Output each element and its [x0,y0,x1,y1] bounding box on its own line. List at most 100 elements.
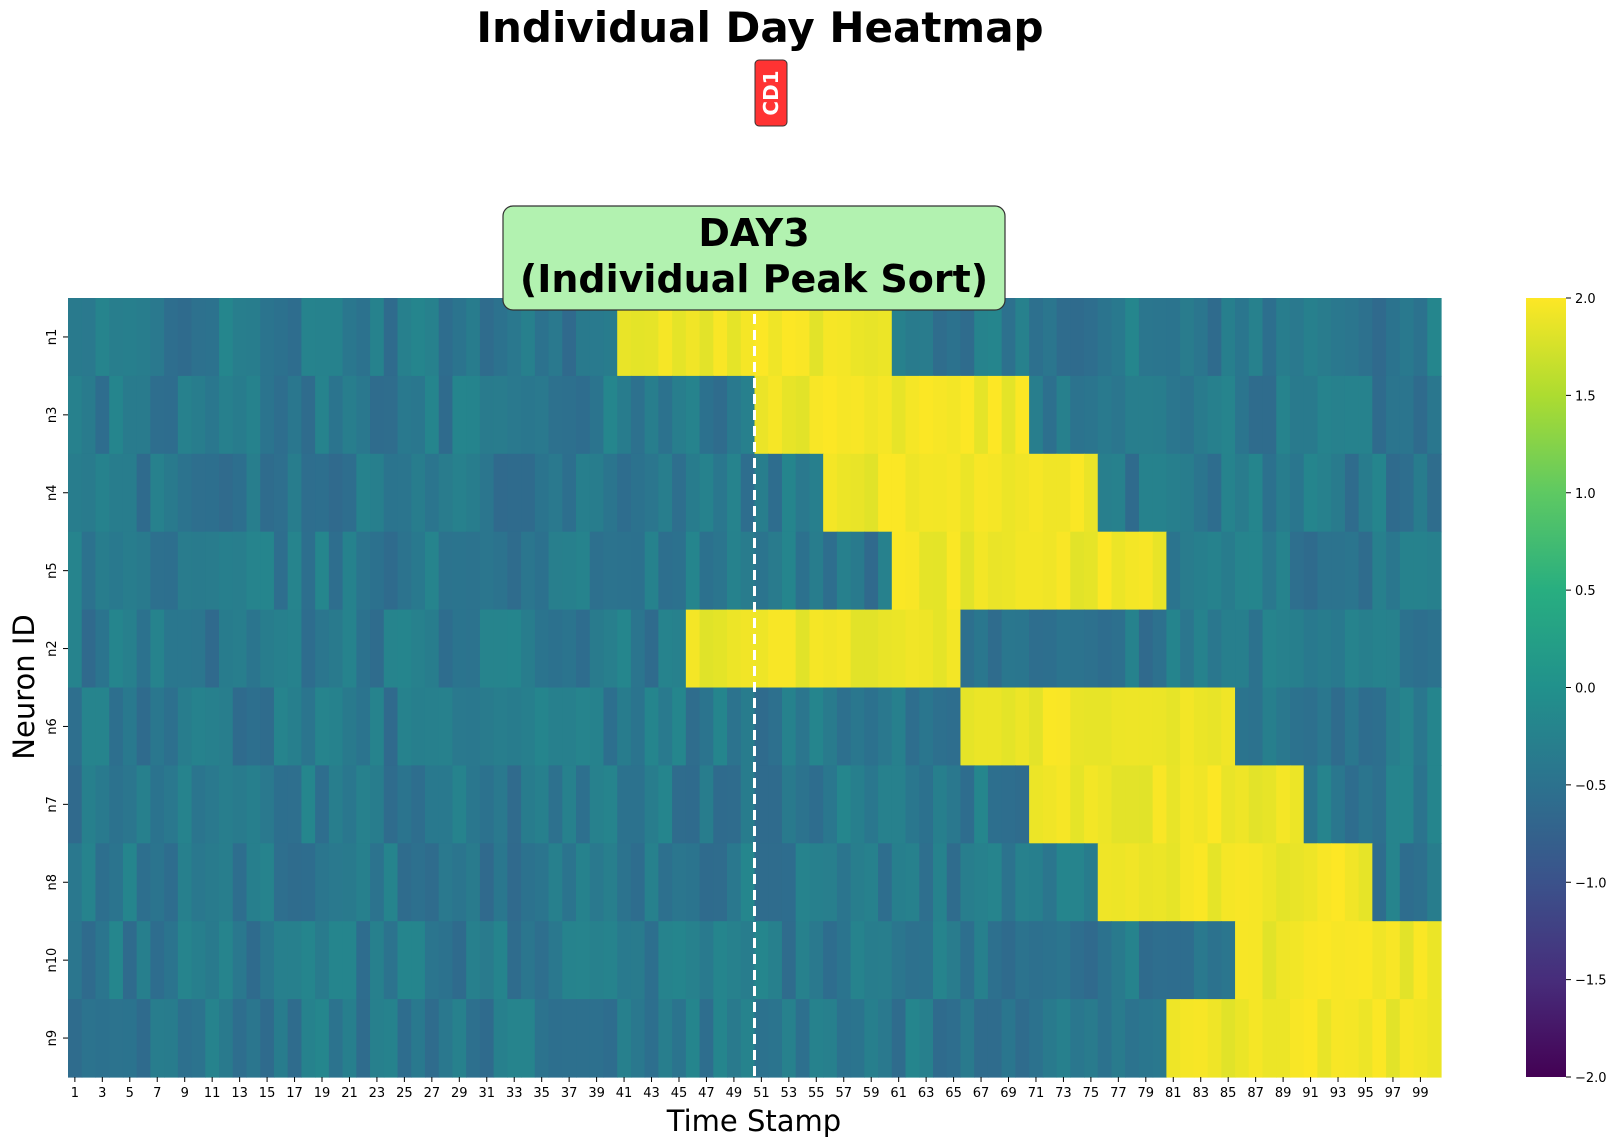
heatmap-cell [81,999,97,1078]
heatmap-cell [1111,687,1126,766]
heatmap-cell [740,531,756,611]
heatmap-cell [1399,531,1415,611]
heatmap-cell [1221,298,1236,377]
heatmap-cell [452,999,467,1078]
heatmap-cell [273,453,289,533]
heatmap-cell [974,921,989,1000]
heatmap-cell [315,765,330,844]
heatmap-cell [905,453,920,533]
heatmap-cell [1399,453,1415,533]
heatmap-cell [768,999,783,1078]
heatmap-cell [905,921,920,1000]
heatmap-cell [740,453,756,533]
x-tick-label: 19 [314,1086,331,1101]
heatmap-cell [1138,609,1154,689]
heatmap-cell [1070,375,1085,455]
heatmap-cell [493,531,508,611]
heatmap-cell [960,375,975,455]
heatmap-cell [795,453,811,533]
x-tick-label: 15 [259,1086,276,1101]
heatmap-cell [1042,687,1058,766]
heatmap-cell [534,921,550,1000]
heatmap-cell [219,298,234,377]
heatmap-cell [397,453,412,533]
heatmap-cell [383,687,399,766]
heatmap-cell [191,531,206,611]
y-tick-label: n4 [45,484,60,501]
heatmap-cell [919,375,934,455]
y-tick-label: n6 [45,718,60,735]
heatmap-cell [548,453,563,533]
heatmap-cell [836,843,852,922]
heatmap-cell [1070,687,1085,766]
heatmap-cell [1386,999,1401,1078]
heatmap-cell [809,298,824,377]
x-tick-label: 47 [698,1086,715,1101]
heatmap-cell [795,999,811,1078]
y-axis-ticks: n1 n3 n4 n5 n2 n6 n7 n8 n10 n9 [45,329,68,1046]
heatmap-cell [781,298,797,377]
heatmap-cell [1042,453,1058,533]
heatmap-cell [589,687,605,766]
heatmap-cell [823,531,838,611]
heatmap-cell [260,687,275,766]
heatmap-cell [246,609,261,689]
heatmap-cell [548,765,563,844]
x-tick-label: 63 [918,1086,935,1101]
heatmap-cell [905,298,920,377]
heatmap-cell [1235,843,1250,922]
heatmap-cell [932,921,948,1000]
heatmap-cell [1221,453,1236,533]
heatmap-cell [397,609,412,689]
heatmap-cell [342,298,357,377]
x-tick-label: 9 [181,1086,189,1101]
heatmap-cell [1001,765,1016,844]
x-tick-label: 91 [1302,1086,1319,1101]
heatmap-cell [617,375,632,455]
heatmap-cell [1399,843,1415,922]
heatmap-cell [1152,921,1167,1000]
heatmap-cell [411,921,426,1000]
heatmap-cell [287,531,303,611]
heatmap-cell [768,843,783,922]
heatmap-cell [411,298,426,377]
heatmap-cell [974,375,989,455]
heatmap-cell [891,298,907,377]
heatmap-cell [713,298,728,377]
heatmap-cell [273,609,289,689]
heatmap-cell [1207,531,1222,611]
heatmap-cell [1166,921,1181,1000]
colorbar-tick-label: −2.0 [1575,1071,1607,1086]
heatmap-cell [589,453,605,533]
heatmap-cell [740,298,756,377]
heatmap-cell [438,687,454,766]
heatmap-cell [136,375,151,455]
heatmap-cell [1056,531,1071,611]
heatmap-cell [823,453,838,533]
x-tick-label: 11 [204,1086,221,1101]
heatmap-cell [1235,609,1250,689]
heatmap-cell [1399,687,1415,766]
heatmap-cell [1193,843,1209,922]
heatmap-cell [1413,298,1428,377]
heatmap-cell [699,298,714,377]
heatmap-cell [191,843,206,922]
heatmap-cell [383,531,399,611]
heatmap-cell [122,531,138,611]
heatmap-cell [562,999,577,1078]
heatmap-cell [521,999,536,1078]
heatmap-cell [1097,375,1113,455]
heatmap-cell [548,531,563,611]
heatmap-cell [205,687,220,766]
heatmap-cell [328,843,344,922]
heatmap-cell [713,843,728,922]
figure-suptitle: Individual Day Heatmap [476,3,1043,52]
heatmap-cell [342,375,357,455]
heatmap-cell [1056,609,1071,689]
heatmap-cell [1125,687,1140,766]
heatmap-cell [603,453,618,533]
heatmap-cell [987,765,1003,844]
heatmap-cell [768,609,783,689]
heatmap-cell [1193,999,1209,1078]
heatmap-cell [1015,921,1030,1000]
